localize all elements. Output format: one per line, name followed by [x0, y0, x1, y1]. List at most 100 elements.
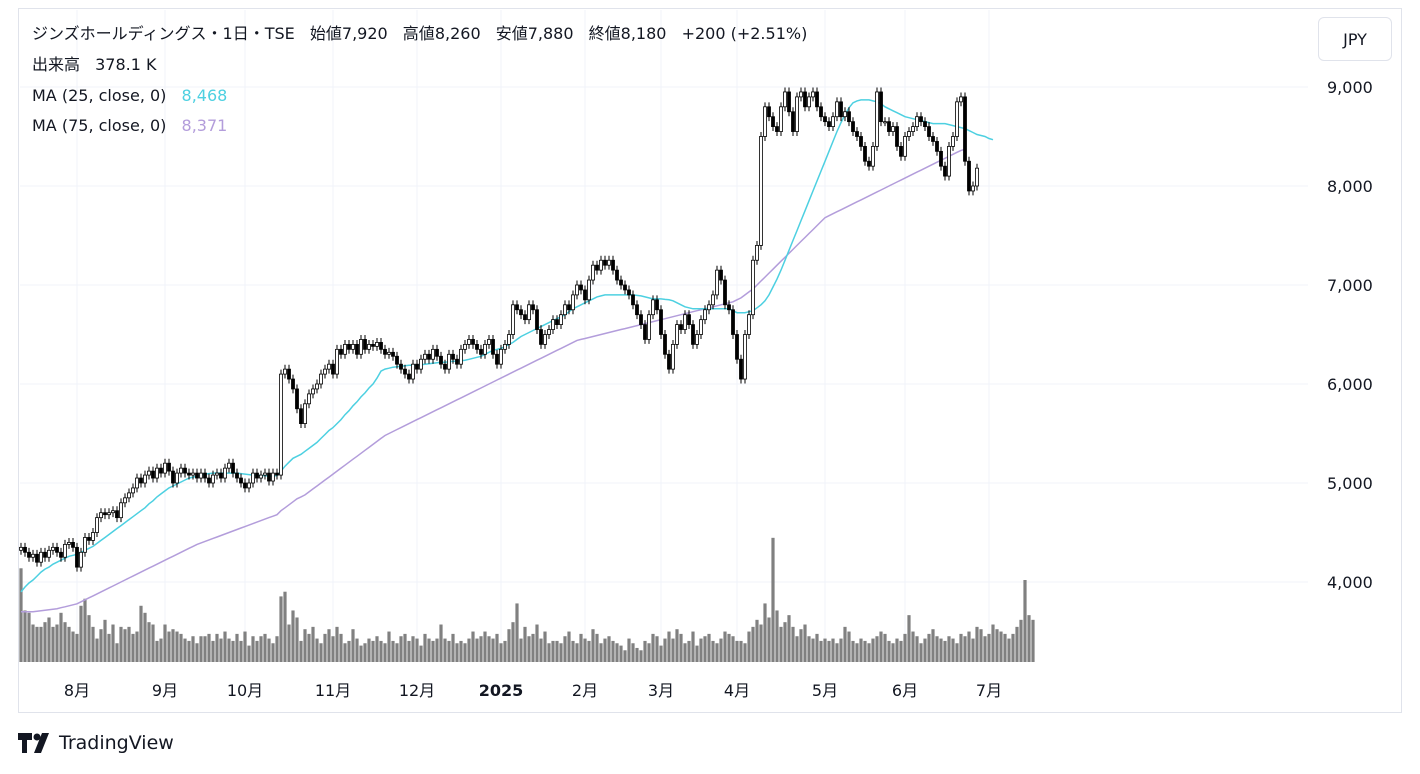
- ma25-value: 8,468: [181, 86, 228, 105]
- candle: [831, 112, 835, 132]
- candle-body: [703, 309, 707, 321]
- candle-body: [263, 472, 267, 476]
- volume-bar: [975, 626, 979, 662]
- currency-button[interactable]: JPY: [1318, 17, 1392, 61]
- candle-body: [767, 106, 771, 118]
- candle: [847, 107, 851, 127]
- candle-body: [23, 546, 27, 553]
- candle: [683, 310, 687, 335]
- candle: [703, 305, 707, 325]
- time-tick-label: 2月: [572, 681, 598, 700]
- candle-body: [267, 472, 271, 482]
- candle: [379, 337, 383, 354]
- volume-bar: [483, 631, 487, 662]
- volume-bar: [39, 626, 43, 662]
- candle: [535, 305, 539, 335]
- volume-bar: [855, 643, 859, 662]
- volume-bar: [383, 643, 387, 662]
- candle: [179, 463, 183, 478]
- candle-body: [871, 145, 875, 167]
- candle-body: [931, 136, 935, 142]
- candle: [31, 549, 35, 562]
- volume-bar: [955, 643, 959, 662]
- candle-body: [135, 477, 139, 489]
- candle: [843, 107, 847, 122]
- candle: [403, 364, 407, 379]
- volume-bar: [463, 643, 467, 662]
- candle: [155, 463, 159, 483]
- candle-body: [635, 304, 639, 316]
- candle-body: [163, 462, 167, 474]
- candle: [887, 117, 891, 137]
- volume-bar: [451, 633, 455, 662]
- candle-body: [131, 487, 135, 494]
- candle-body: [355, 343, 359, 355]
- candle-body: [911, 126, 915, 132]
- candle: [83, 532, 87, 557]
- candle: [595, 260, 599, 275]
- candle-body: [811, 91, 815, 98]
- candle: [123, 493, 127, 508]
- price-tick-label: 9,000: [1327, 78, 1373, 97]
- candle-body: [439, 355, 443, 365]
- symbol-legend: ジンズホールディングス・1日・TSE 始値7,920 高値8,260 安値7,8…: [32, 24, 807, 44]
- volume-bar: [203, 636, 207, 662]
- candle-body: [831, 116, 835, 127]
- candle: [799, 87, 803, 102]
- open-value: 7,920: [341, 24, 388, 43]
- candle-body: [691, 324, 695, 345]
- candlesticks: [19, 87, 979, 572]
- candle-body: [971, 185, 975, 192]
- candle: [751, 255, 755, 320]
- candle: [463, 339, 467, 354]
- volume-bar: [739, 640, 743, 662]
- candle: [131, 483, 135, 498]
- volume-bar: [67, 626, 71, 662]
- volume-bar: [263, 633, 267, 662]
- volume-bar: [767, 617, 771, 662]
- volume-bar: [719, 638, 723, 662]
- volume-bar: [507, 629, 511, 662]
- volume-label[interactable]: 出来高: [32, 55, 81, 74]
- volume-bar: [827, 640, 831, 662]
- symbol-title[interactable]: ジンズホールディングス・1日・TSE: [32, 24, 295, 43]
- ma75-label[interactable]: MA (75, close, 0): [32, 116, 167, 135]
- volume-bar: [187, 640, 191, 662]
- candle: [519, 305, 523, 320]
- volume-bar: [239, 640, 243, 662]
- volume-bar: [727, 633, 731, 662]
- candle-body: [211, 474, 215, 484]
- candle-body: [59, 551, 63, 558]
- volume-bar: [663, 638, 667, 662]
- candle: [23, 542, 27, 557]
- volume-bar: [623, 650, 627, 662]
- ma25-label[interactable]: MA (25, close, 0): [32, 86, 167, 105]
- time-tick-label: 12月: [399, 681, 435, 700]
- volume-bar: [651, 633, 655, 662]
- candle: [407, 369, 411, 384]
- candle: [307, 389, 311, 409]
- candle-body: [367, 343, 371, 350]
- candle-body: [683, 314, 687, 330]
- candle: [931, 132, 935, 146]
- tradingview-logo[interactable]: TradingView: [18, 732, 174, 754]
- volume-bar: [231, 640, 235, 662]
- candle-body: [667, 353, 671, 370]
- volume-bar: [823, 638, 827, 662]
- candle: [571, 290, 575, 315]
- volume-bar: [1023, 580, 1027, 662]
- close-label: 終値: [588, 24, 621, 43]
- volume-bar: [699, 638, 703, 662]
- time-tick-label: 3月: [648, 681, 674, 700]
- candle-body: [51, 546, 55, 551]
- candle-body: [315, 383, 319, 390]
- volume-bar: [279, 596, 283, 662]
- candle-body: [687, 314, 691, 326]
- candle-body: [303, 403, 307, 424]
- volume-bar: [267, 638, 271, 662]
- candle-body: [255, 472, 259, 479]
- volume-bar: [675, 629, 679, 662]
- candle: [959, 92, 963, 107]
- candle: [755, 240, 759, 265]
